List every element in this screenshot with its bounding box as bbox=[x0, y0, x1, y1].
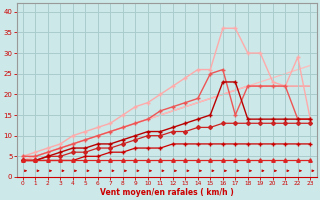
X-axis label: Vent moyen/en rafales ( km/h ): Vent moyen/en rafales ( km/h ) bbox=[100, 188, 234, 197]
